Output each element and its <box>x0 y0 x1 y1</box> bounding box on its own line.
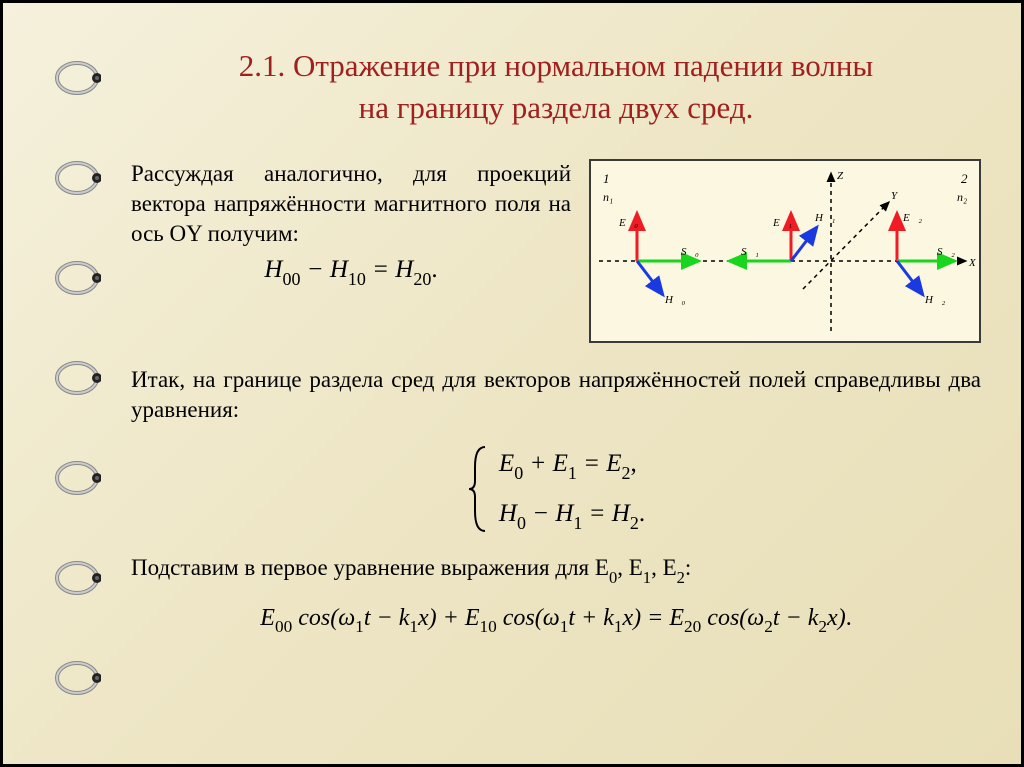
eq-sym: H <box>555 500 573 527</box>
eq-sub: 0 <box>514 463 523 483</box>
svg-text:H⃗₀: H⃗₀ <box>664 294 686 306</box>
eq-sym: H <box>612 500 630 527</box>
eq-dot: . <box>639 500 645 527</box>
eq-sub: 0 <box>517 513 526 533</box>
svg-text:Y: Y <box>891 190 899 202</box>
eq-sub: 1 <box>568 463 577 483</box>
binder-ring <box>53 359 101 397</box>
svg-text:X: X <box>968 257 977 269</box>
eq-op: = <box>582 500 611 527</box>
paragraph-3: Подставим в первое уравнение выражения д… <box>131 553 981 586</box>
eq-sub: 20 <box>413 269 431 289</box>
eq-op: − <box>526 500 555 527</box>
eq-op: = <box>366 256 395 283</box>
system-eq-b: H0 − H1 = H2. <box>499 489 645 539</box>
slide-title: 2.1. Отражение при нормальном падении во… <box>131 45 981 129</box>
eq-op: + <box>523 450 552 477</box>
eq-sub: 10 <box>348 269 366 289</box>
eq-sym: H <box>499 500 517 527</box>
system-eq-a: E0 + E1 = E2, <box>499 439 645 489</box>
eq-sub: 2 <box>622 463 631 483</box>
svg-text:S⃗₂: S⃗₂ <box>937 246 955 258</box>
eq-sub: 00 <box>282 269 300 289</box>
eq-sym: E <box>553 450 568 477</box>
binder-ring <box>53 559 101 597</box>
eq-sub: 1 <box>573 513 582 533</box>
title-line-2: на границу раздела двух сред. <box>359 90 754 125</box>
equation-long: E00 cos(ω1t − k1x) + E10 cos(ω1t + k1x) … <box>131 605 981 636</box>
eq-sym: H <box>330 256 348 283</box>
svg-text:E⃗₁: E⃗₁ <box>772 217 792 229</box>
eq-op: − <box>300 256 329 283</box>
svg-text:E⃗₂: E⃗₂ <box>902 212 922 224</box>
eq-comma: , <box>631 450 637 477</box>
eq-dot: . <box>431 256 437 283</box>
binder-ring <box>53 259 101 297</box>
p3-text: Подставим в первое уравнение выражения д… <box>131 555 609 580</box>
equation-h: H00 − H10 = H20. <box>131 256 571 288</box>
p3-text: : <box>685 555 691 580</box>
p3-sub: 1 <box>643 568 651 587</box>
eq-sym: H <box>264 256 282 283</box>
svg-text:Z: Z <box>837 170 844 182</box>
svg-text:n₁: n₁ <box>603 190 613 204</box>
binder-ring <box>53 459 101 497</box>
equation-system: E0 + E1 = E2, H0 − H1 = H2. <box>131 439 981 539</box>
svg-text:2: 2 <box>961 171 968 186</box>
p3-sub: 2 <box>677 568 685 587</box>
paragraph-1: Рассуждая аналогично, для проекций векто… <box>131 159 571 250</box>
p3-text: , E <box>651 555 677 580</box>
p3-text: , E <box>617 555 643 580</box>
eq-op: = <box>577 450 606 477</box>
svg-text:E⃗₀: E⃗₀ <box>618 217 638 229</box>
p3-sub: 0 <box>609 568 617 587</box>
svg-text:n₂: n₂ <box>957 190 967 204</box>
eq-sym: H <box>395 256 413 283</box>
svg-text:H⃗₂: H⃗₂ <box>924 294 946 306</box>
svg-text:H⃗₁: H⃗₁ <box>814 212 836 224</box>
binder-ring <box>53 659 101 697</box>
eq-sym: E <box>606 450 621 477</box>
wave-diagram: X Z Y 1 n₁ 2 n₂ E⃗₀ S⃗₀ H <box>589 159 981 343</box>
svg-text:S⃗₀: S⃗₀ <box>681 246 699 258</box>
eq-sub: 2 <box>630 513 639 533</box>
title-line-1: 2.1. Отражение при нормальном падении во… <box>239 48 874 83</box>
eq-sym: E <box>499 450 514 477</box>
slide-content: 2.1. Отражение при нормальном падении во… <box>131 45 981 636</box>
binder-ring <box>53 59 101 97</box>
svg-text:1: 1 <box>603 171 610 186</box>
svg-text:S⃗₁: S⃗₁ <box>741 246 759 258</box>
binder-ring <box>53 159 101 197</box>
paragraph-2: Итак, на границе раздела сред для вектор… <box>131 365 981 426</box>
brace-icon <box>467 443 489 535</box>
